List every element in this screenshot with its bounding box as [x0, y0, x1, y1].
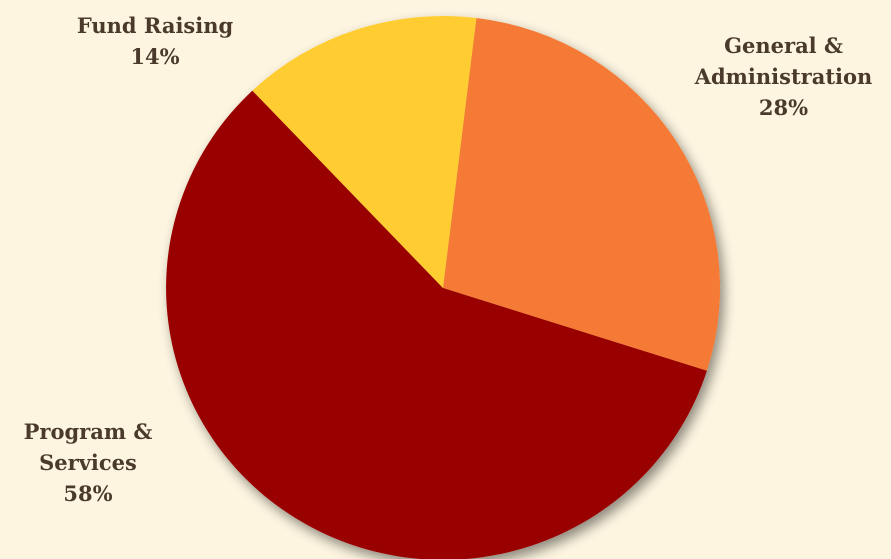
label-program-services-name-1: Program & [23, 419, 153, 444]
pie-slice-general-administration [443, 18, 721, 371]
label-general-administration-value: 28% [758, 95, 809, 120]
label-fund-raising-value: 14% [130, 44, 180, 69]
label-fund-raising-name: Fund Raising [76, 13, 234, 38]
label-program-services-value: 58% [63, 481, 113, 506]
pie-slice-program-services [166, 90, 707, 559]
label-fund-raising: Fund Raising 14% [60, 10, 250, 72]
label-program-services-name-2: Services [39, 450, 137, 475]
label-general-administration: General & Administration 28% [676, 30, 891, 123]
pie-slice-fund-raising [252, 16, 477, 288]
label-general-administration-name-2: Administration [694, 64, 873, 89]
label-program-services: Program & Services 58% [0, 416, 176, 509]
label-general-administration-name-1: General & [724, 33, 843, 58]
